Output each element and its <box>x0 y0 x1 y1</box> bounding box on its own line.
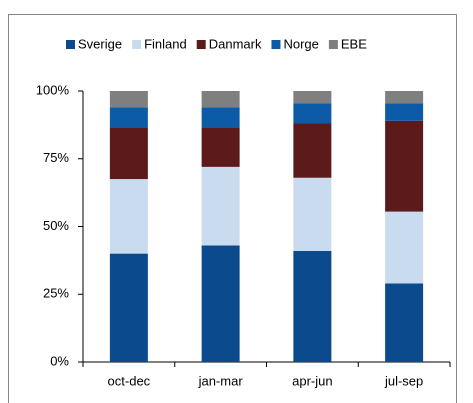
bar-segment <box>385 120 424 212</box>
x-tick-label: apr-jun <box>292 373 332 388</box>
bar-segment <box>109 127 148 180</box>
bar-segment <box>201 91 240 108</box>
bar-segment <box>109 91 148 108</box>
bar-segment <box>201 166 240 246</box>
legend-swatch <box>196 40 206 49</box>
y-tick-label: 0% <box>50 353 69 368</box>
legend-label: EBE <box>341 36 367 51</box>
legend-label: Norge <box>283 36 318 51</box>
x-tick-label: jul-sep <box>384 373 423 388</box>
bar-segment <box>293 91 332 104</box>
bar-segment <box>293 123 332 178</box>
bar-segment <box>293 177 332 251</box>
bar-segment <box>109 179 148 254</box>
legend-swatch <box>328 40 338 49</box>
x-tick-label: jan-mar <box>198 373 244 388</box>
y-tick-label: 75% <box>43 150 69 165</box>
bar-segment <box>201 245 240 362</box>
bar-segment <box>385 283 424 362</box>
bar-segment <box>385 91 424 104</box>
legend-label: Sverige <box>78 36 122 51</box>
y-tick-label: 100% <box>36 82 70 97</box>
bar-segment <box>201 127 240 167</box>
legend-label: Finland <box>144 36 187 51</box>
bar-segment <box>385 211 424 284</box>
legend-swatch <box>66 40 75 49</box>
bar-segment <box>293 103 332 124</box>
bar-segment <box>293 250 332 362</box>
legend-swatch <box>132 40 142 49</box>
y-tick-label: 50% <box>43 218 69 233</box>
bar-segment <box>201 107 240 128</box>
bar-segment <box>109 253 148 362</box>
legend-swatch <box>271 40 281 49</box>
y-tick-label: 25% <box>43 286 69 301</box>
x-tick-label: oct-dec <box>108 373 151 388</box>
legend-label: Danmark <box>209 36 262 51</box>
chart-frame <box>8 14 457 403</box>
bar-segment <box>385 103 424 121</box>
bar-segment <box>109 107 148 128</box>
